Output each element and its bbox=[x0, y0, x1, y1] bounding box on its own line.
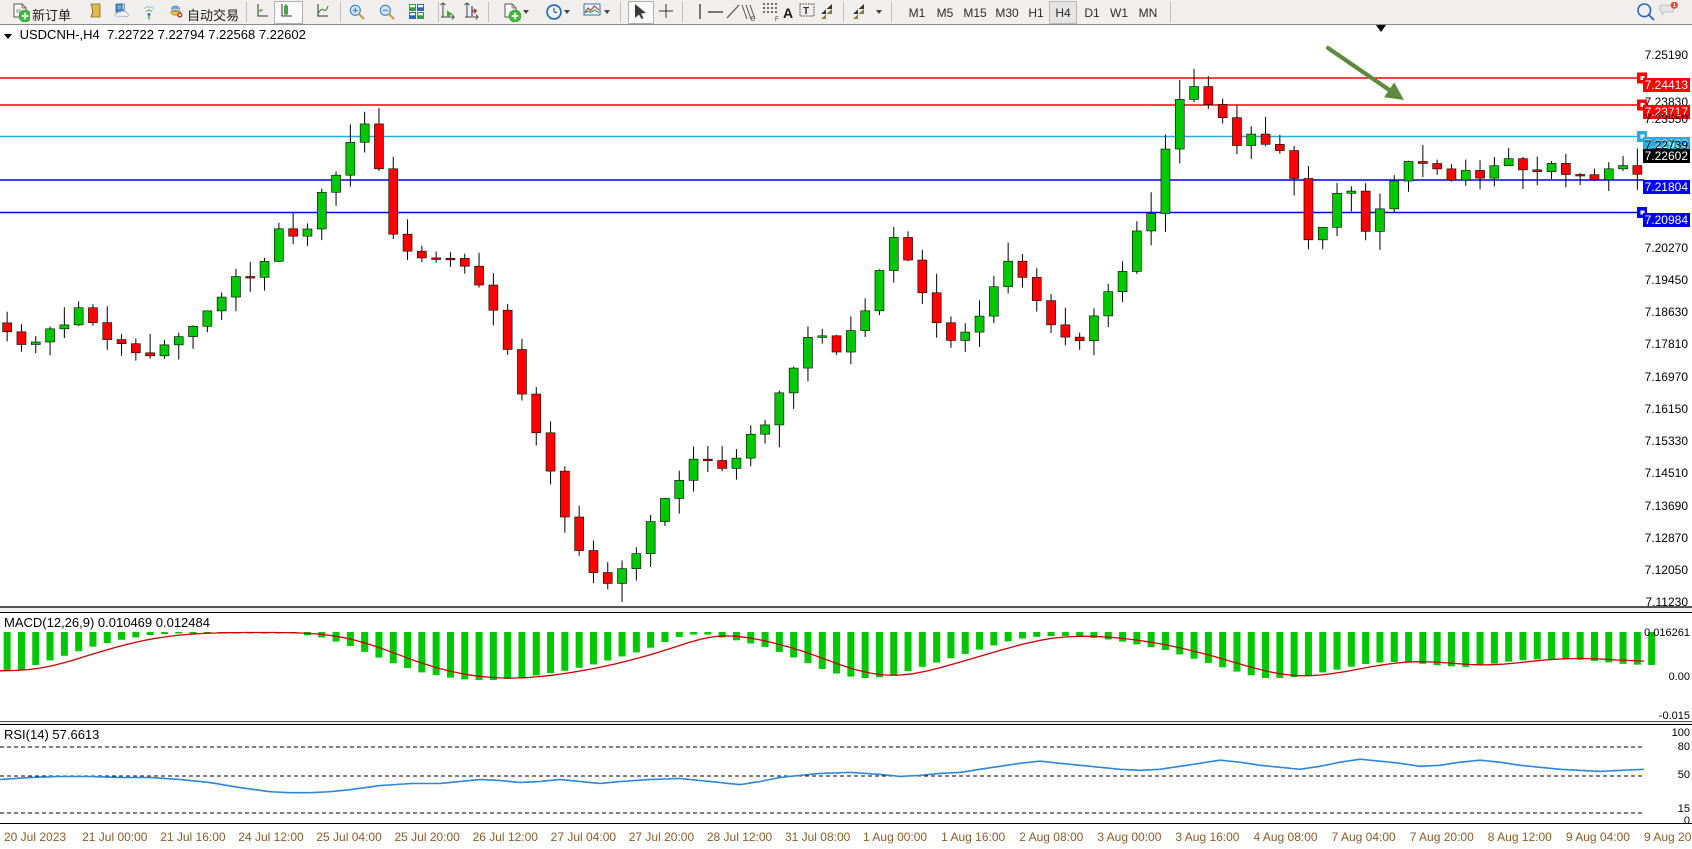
svg-text:T: T bbox=[803, 6, 809, 17]
svg-text:E: E bbox=[751, 17, 755, 22]
svg-text:F: F bbox=[775, 17, 779, 22]
svg-text:1: 1 bbox=[1673, 3, 1676, 9]
